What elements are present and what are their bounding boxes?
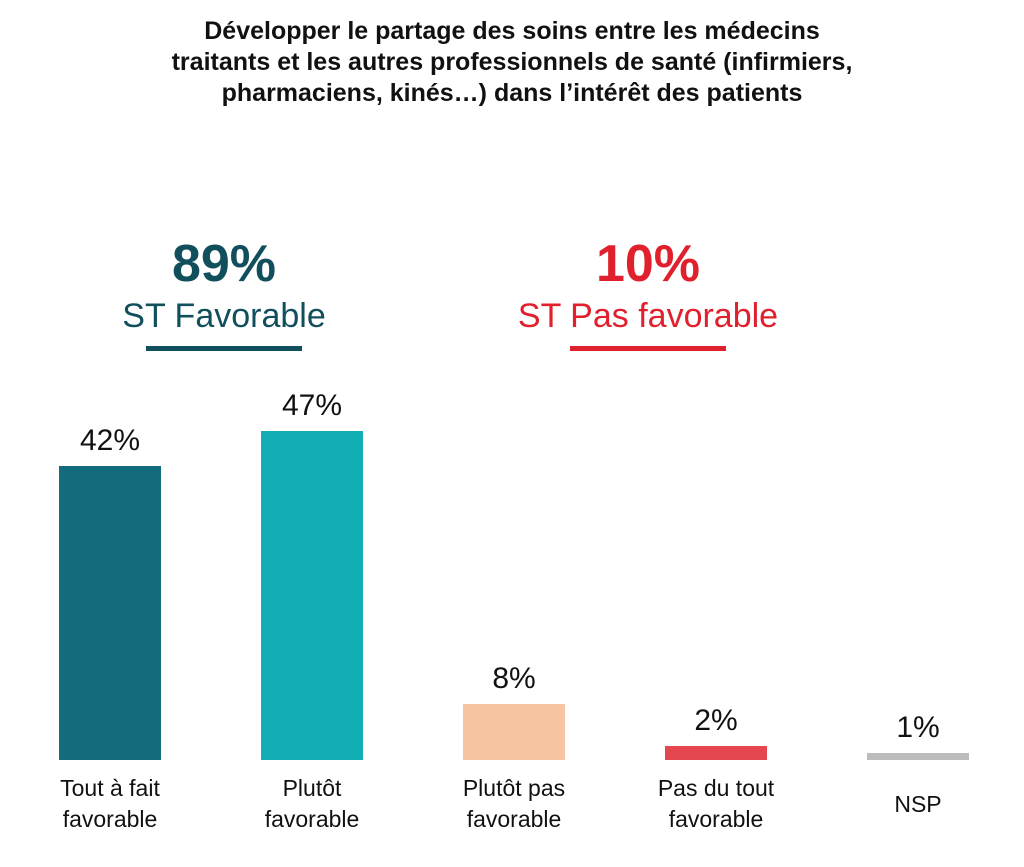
category-label: Tout à fait (60, 775, 160, 801)
bar (463, 704, 565, 760)
chart-title-line: pharmaciens, kinés…) dans l’intérêt des … (221, 79, 803, 107)
summary-unfavorable-label: ST Pas favorable (517, 297, 779, 335)
chart-title-line: Développer le partage des soins entre le… (204, 17, 820, 45)
bar (665, 746, 767, 760)
bar (261, 431, 363, 760)
category-label: favorable (467, 806, 562, 832)
category-label: NSP (894, 791, 941, 817)
chart-title: Développer le partage des soins entre le… (40, 16, 984, 109)
category-label: favorable (669, 806, 764, 832)
category-label: favorable (63, 806, 158, 832)
summary-favorable-value: 89% (171, 235, 277, 293)
bar (59, 466, 161, 760)
bar-value-label: 47% (282, 389, 342, 422)
chart-title-line: traitants et les autres professionnels d… (171, 48, 853, 76)
bar (867, 753, 969, 760)
bar-value-label: 8% (492, 662, 535, 695)
bar-value-label: 2% (694, 704, 737, 737)
category-label: Plutôt pas (463, 775, 565, 801)
bar-value-label: 1% (896, 711, 939, 744)
category-label: Pas du tout (658, 775, 775, 801)
category-label: favorable (265, 806, 360, 832)
summary-unfavorable-value: 10% (595, 235, 701, 293)
category-label: Plutôt (283, 775, 342, 801)
bar-value-label: 42% (80, 424, 140, 457)
summary-favorable-underline (146, 346, 302, 351)
summary-favorable: 89% ST Favorable (64, 236, 384, 351)
summary-favorable-label: ST Favorable (122, 297, 326, 335)
summary-unfavorable: 10% ST Pas favorable (488, 236, 808, 351)
summary-unfavorable-underline (570, 346, 726, 351)
